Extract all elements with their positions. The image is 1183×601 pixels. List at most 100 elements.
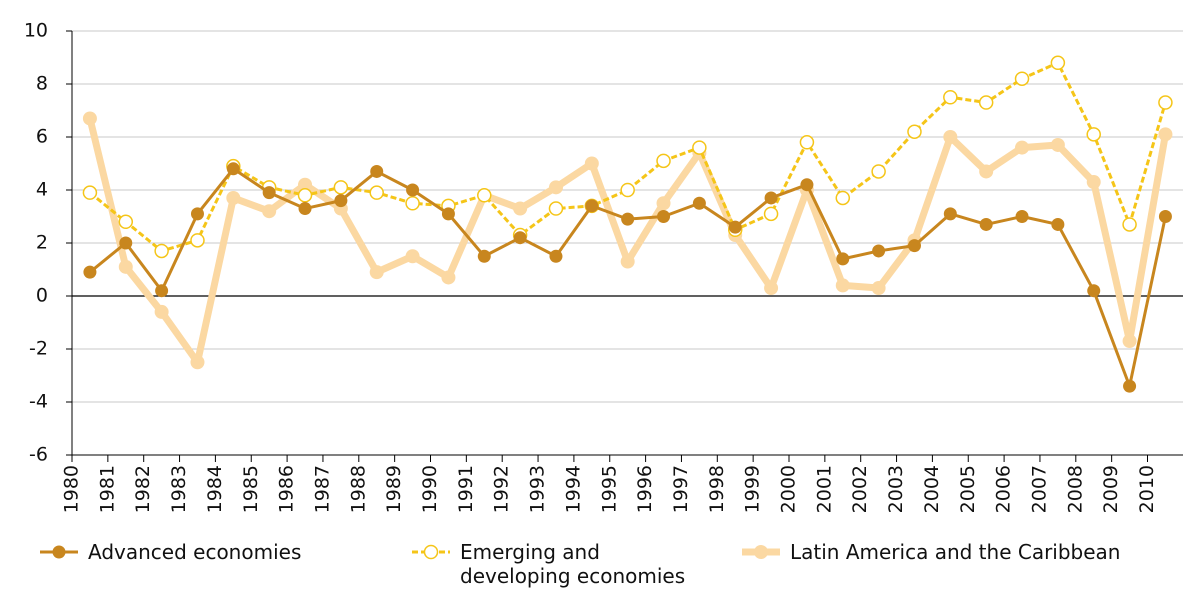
data-point [513, 201, 528, 216]
legend-item: Advanced economies [38, 540, 378, 564]
x-tick-label: 2007 [1028, 465, 1050, 513]
data-point [154, 243, 169, 259]
data-point [477, 188, 492, 203]
data-point [585, 199, 599, 213]
x-tick-label: 2003 [885, 465, 907, 513]
data-point [1158, 95, 1173, 110]
data-point [119, 236, 133, 250]
data-point [656, 196, 671, 211]
data-point [584, 156, 599, 171]
chart: -6 -4 -2 0 2 4 6 8 10 1980 1981 1982 1983 1984 1985 198… [24, 20, 1183, 513]
y-tick-label: 4 [36, 179, 48, 201]
data-point [190, 207, 204, 221]
legend-marker [423, 544, 439, 560]
x-tick-label: 1997 [670, 465, 692, 513]
legend-swatch [742, 545, 780, 559]
data-point [190, 355, 205, 370]
data-point [298, 202, 312, 216]
data-point [477, 249, 491, 263]
legend-label: Latin America and the Caribbean [790, 540, 1121, 564]
data-point [871, 281, 886, 296]
series-line [86, 117, 1169, 366]
data-point [835, 278, 850, 293]
x-tick-label: 1986 [276, 465, 298, 513]
x-tick-label: 1985 [240, 465, 262, 513]
data-point [118, 214, 134, 230]
data-point [907, 239, 921, 253]
x-tick-label: 2005 [957, 465, 979, 513]
data-point [1015, 210, 1029, 223]
x-tick-label: 1982 [132, 465, 154, 513]
data-point [1050, 137, 1065, 152]
legend-marker [52, 545, 66, 559]
data-point [907, 124, 922, 139]
y-tick-label: 10 [24, 20, 48, 42]
x-tick-label: 2010 [1136, 465, 1158, 513]
data-point [1015, 140, 1030, 155]
x-tick-label: 1991 [455, 465, 477, 513]
x-tick-label: 2001 [813, 465, 835, 513]
data-point [82, 185, 98, 200]
data-point [620, 254, 635, 269]
y-tick-label: -6 [29, 444, 48, 466]
legend-item: Latin America and the Caribbean [740, 540, 1180, 564]
x-tick-label: 2008 [1064, 465, 1086, 513]
data-point [764, 191, 778, 205]
x-tick-label: 2006 [993, 465, 1015, 513]
data-point [370, 164, 384, 178]
data-point [620, 182, 635, 198]
data-point [297, 188, 313, 203]
y-tick-label: 0 [36, 285, 48, 307]
data-point [872, 244, 886, 258]
data-point [1087, 284, 1101, 298]
data-point [441, 270, 456, 285]
x-tick-label: 1994 [562, 465, 584, 513]
data-point [406, 183, 420, 197]
data-point [692, 196, 706, 210]
y-tick-label: 8 [36, 73, 48, 95]
data-point [943, 130, 958, 144]
y-tick-label: -4 [29, 391, 48, 413]
data-point [1086, 175, 1101, 190]
data-point [799, 135, 815, 150]
x-tick-label: 2002 [849, 465, 871, 513]
x-tick-label: 1990 [419, 465, 441, 513]
data-point [226, 190, 241, 205]
data-point [943, 90, 958, 105]
x-tick-label: 1980 [61, 465, 83, 513]
data-point [1014, 71, 1030, 86]
y-tick-label: 6 [36, 126, 48, 148]
data-point [800, 178, 814, 192]
data-point [82, 111, 97, 126]
data-point [1123, 379, 1137, 393]
data-point [1158, 210, 1172, 223]
data-point [979, 217, 993, 231]
data-point [226, 162, 240, 176]
data-point [549, 249, 563, 263]
data-point [764, 281, 779, 296]
data-point [871, 164, 886, 179]
data-point [334, 194, 348, 208]
data-point [836, 252, 850, 266]
data-point [298, 177, 313, 192]
data-point [405, 196, 420, 211]
data-point [1086, 127, 1101, 142]
data-point [548, 180, 563, 195]
x-tick-label: 2000 [778, 465, 800, 513]
x-tick-label: 1981 [96, 465, 118, 513]
data-point [262, 204, 277, 219]
x-tick-label: 1999 [742, 465, 764, 513]
data-point [155, 284, 169, 298]
legend-item: Emerging and developing economies [410, 540, 710, 588]
legend-label: Emerging and developing economies [460, 540, 686, 588]
data-point [979, 164, 994, 179]
data-point [1051, 217, 1065, 231]
data-point [369, 185, 384, 200]
data-point [728, 220, 742, 234]
x-tick-label: 2009 [1100, 465, 1122, 513]
x-tick-label: 1989 [383, 465, 405, 513]
data-point [513, 231, 527, 245]
y-tick-label: 2 [36, 232, 48, 254]
data-point [978, 95, 994, 110]
x-tick-label: 1987 [311, 465, 333, 513]
